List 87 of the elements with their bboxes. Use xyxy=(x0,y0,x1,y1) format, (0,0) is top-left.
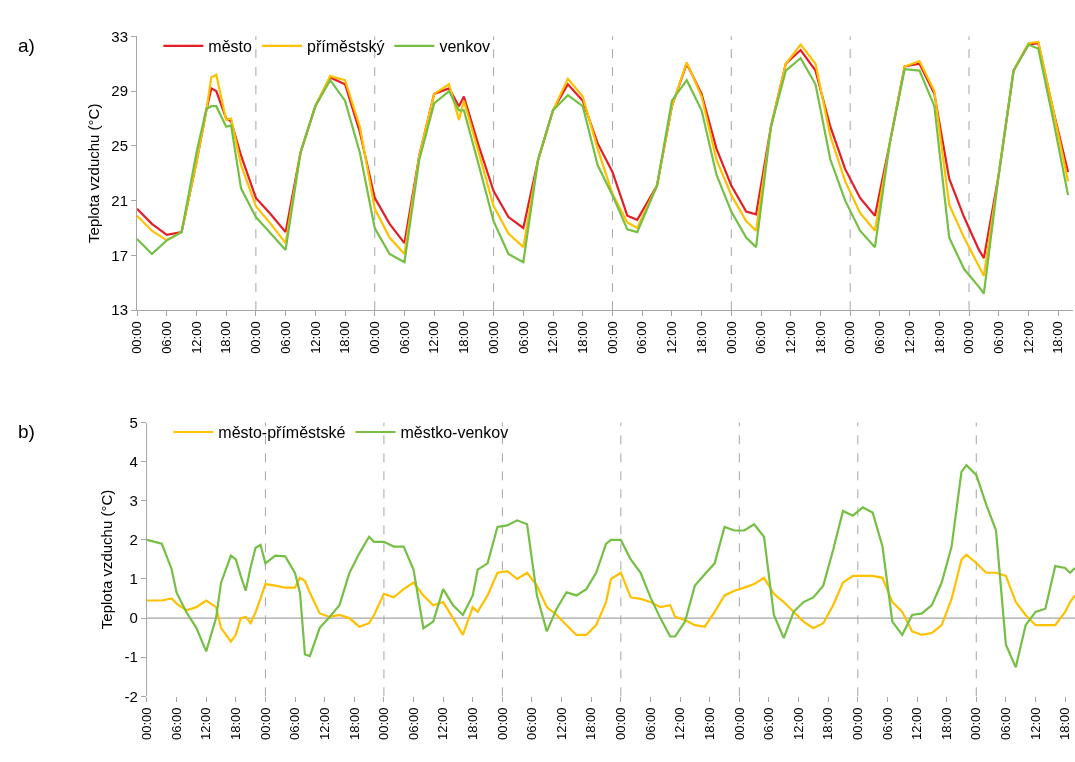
x-tick-label: 00:00 xyxy=(366,321,382,354)
x-tick-label: 12:00 xyxy=(1027,707,1043,741)
x-tick-label: 06:00 xyxy=(990,321,1006,354)
x-tick-label: 12:00 xyxy=(553,707,569,741)
x-tick-label: 18:00 xyxy=(583,707,599,741)
x-tick-label: 00:00 xyxy=(248,321,264,354)
y-tick-label: 5 xyxy=(129,413,138,431)
y-axis-title: Teplota vzduchu (°C) xyxy=(97,489,115,630)
y-tick-label: 33 xyxy=(111,27,129,45)
y-tick-label: 17 xyxy=(111,246,129,264)
x-tick-label: 00:00 xyxy=(961,321,977,354)
x-tick-label: 00:00 xyxy=(257,707,273,741)
x-tick-label: 12:00 xyxy=(790,707,806,741)
x-tick-label: 06:00 xyxy=(753,321,769,354)
x-tick-label: 06:00 xyxy=(515,321,531,354)
x-tick-label: 18:00 xyxy=(218,321,234,354)
x-tick-label: 00:00 xyxy=(968,707,984,741)
legend-label: město-příměstské xyxy=(218,424,346,442)
x-tick-label: 12:00 xyxy=(782,321,798,354)
x-tick-label: 18:00 xyxy=(228,707,244,741)
x-tick-label: 06:00 xyxy=(872,321,888,354)
legend-label: venkov xyxy=(439,38,491,56)
x-tick-label: 18:00 xyxy=(574,321,590,354)
y-tick-label: 21 xyxy=(111,191,129,209)
x-tick-label: 00:00 xyxy=(850,707,866,741)
y-tick-label: 29 xyxy=(111,82,129,100)
x-tick-label: 06:00 xyxy=(405,707,421,741)
x-tick-label: 12:00 xyxy=(188,321,204,354)
y-tick-label: 3 xyxy=(129,492,138,510)
x-tick-label: 18:00 xyxy=(820,707,836,741)
y-tick-label: -2 xyxy=(124,687,138,705)
y-tick-label: 4 xyxy=(129,452,138,470)
x-tick-label: 12:00 xyxy=(316,707,332,741)
x-tick-label: 06:00 xyxy=(642,707,658,741)
x-tick-label: 18:00 xyxy=(931,321,947,354)
chart-title: b) xyxy=(18,421,35,442)
x-tick-label: 18:00 xyxy=(938,707,954,741)
x-tick-label: 12:00 xyxy=(307,321,323,354)
x-tick-label: 00:00 xyxy=(494,707,510,741)
x-tick-label: 18:00 xyxy=(1050,321,1066,354)
x-tick-label: 18:00 xyxy=(1057,707,1073,741)
x-tick-label: 18:00 xyxy=(812,321,828,354)
x-tick-label: 00:00 xyxy=(842,321,858,354)
legend-label: příměstský xyxy=(307,38,385,56)
x-tick-label: 06:00 xyxy=(277,321,293,354)
x-tick-label: 00:00 xyxy=(139,707,155,741)
x-tick-label: 00:00 xyxy=(129,321,145,354)
x-tick-label: 00:00 xyxy=(731,707,747,741)
x-tick-label: 12:00 xyxy=(664,321,680,354)
x-tick-label: 12:00 xyxy=(435,707,451,741)
x-tick-label: 12:00 xyxy=(672,707,688,741)
x-tick-label: 00:00 xyxy=(604,321,620,354)
x-tick-label: 18:00 xyxy=(456,321,472,354)
x-tick-label: 12:00 xyxy=(901,321,917,354)
x-tick-label: 18:00 xyxy=(693,321,709,354)
y-tick-label: 13 xyxy=(111,301,129,319)
x-tick-label: 00:00 xyxy=(723,321,739,354)
y-tick-label: -1 xyxy=(124,648,138,666)
x-tick-label: 12:00 xyxy=(198,707,214,741)
x-tick-label: 06:00 xyxy=(879,707,895,741)
x-tick-label: 00:00 xyxy=(485,321,501,354)
y-tick-label: 1 xyxy=(129,570,138,588)
y-tick-label: 0 xyxy=(129,609,138,627)
y-axis-title: Teplota vzduchu (°C) xyxy=(84,103,102,243)
legend-label: městko-venkov xyxy=(400,424,509,442)
x-tick-label: 06:00 xyxy=(287,707,303,741)
x-tick-label: 18:00 xyxy=(346,707,362,741)
x-tick-label: 06:00 xyxy=(524,707,540,741)
x-tick-label: 12:00 xyxy=(426,321,442,354)
x-tick-label: 00:00 xyxy=(613,707,629,741)
x-tick-label: 18:00 xyxy=(337,321,353,354)
y-tick-label: 2 xyxy=(129,531,138,549)
y-tick-label: 25 xyxy=(111,137,129,155)
x-tick-label: 18:00 xyxy=(464,707,480,741)
x-tick-label: 12:00 xyxy=(1020,321,1036,354)
x-tick-label: 12:00 xyxy=(909,707,925,741)
legend-label: město xyxy=(208,38,253,56)
x-tick-label: 06:00 xyxy=(168,707,184,741)
x-tick-label: 06:00 xyxy=(761,707,777,741)
x-tick-label: 12:00 xyxy=(545,321,561,354)
x-tick-label: 18:00 xyxy=(701,707,717,741)
x-tick-label: 00:00 xyxy=(376,707,392,741)
x-tick-label: 06:00 xyxy=(158,321,174,354)
x-tick-label: 06:00 xyxy=(998,707,1014,741)
x-tick-label: 06:00 xyxy=(634,321,650,354)
chart-title: a) xyxy=(18,35,35,56)
x-tick-label: 06:00 xyxy=(396,321,412,354)
